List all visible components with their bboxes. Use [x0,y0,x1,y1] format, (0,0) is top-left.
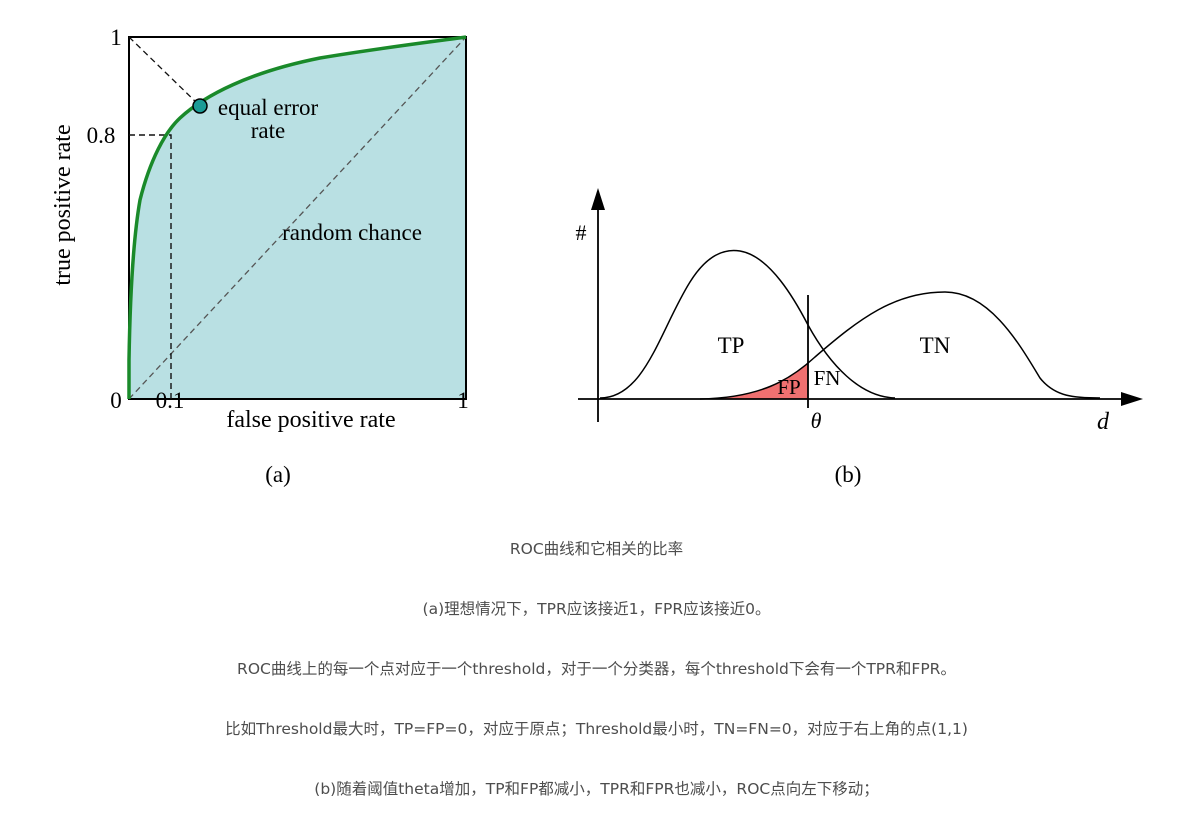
panel-a: 1 0.8 0 0.1 1 false positive rate true p… [50,25,469,487]
plot-frame [128,36,467,400]
tp-distribution-curve [599,249,896,399]
tn-distribution-curve [699,291,1101,400]
y-axis-arrow [591,188,605,210]
fn-label: FN [814,366,841,390]
caption-title: ROC曲线和它相关的比率 [509,540,684,558]
ytick-08: 0.8 [87,123,116,148]
fp-label: FP [777,375,800,399]
fp-region [700,362,808,399]
random-chance-label: random chance [282,220,422,245]
eer-marker [192,98,208,114]
xtick-0: 0 [110,388,122,413]
caption-line-1: (a)理想情况下，TPR应该接近1，FPR应该接近0。 [422,600,771,618]
x-axis-arrow [1121,392,1143,406]
roc-curve [127,35,467,399]
y-axis-label-b: # [576,220,587,245]
panel-b-sublabel: (b) [835,462,862,487]
x-axis-label-b: d [1097,409,1110,435]
caption-line-3: 比如Threshold最大时，TP=FP=0，对应于原点；Threshold最小… [225,720,968,738]
x-axis-label: false positive rate [226,407,395,433]
random-chance-line [128,36,467,400]
eer-diagonal-line [128,36,201,107]
eer-label-line2: rate [251,118,285,143]
guide-08-01 [129,134,172,399]
ytick-1: 1 [110,25,122,50]
y-axis-label: true positive rate [50,124,76,285]
panel-a-sublabel: (a) [265,462,291,487]
xtick-1: 1 [457,388,469,413]
eer-label-line1: equal error [218,95,319,120]
threshold-label: θ [811,408,822,433]
tn-label: TN [920,333,951,358]
caption-line-2: ROC曲线上的每一个点对应于一个threshold，对于一个分类器，每个thre… [237,660,956,678]
xtick-01: 0.1 [156,388,185,413]
tp-label: TP [718,333,745,358]
caption-line-4: (b)随着阈值theta增加，TP和FP都减小，TPR和FPR也减小，ROC点向… [314,780,879,798]
panel-b: # d θ TP TN FP FN (b) [576,188,1143,487]
roc-figure: 1 0.8 0 0.1 1 false positive rate true p… [50,25,1143,487]
